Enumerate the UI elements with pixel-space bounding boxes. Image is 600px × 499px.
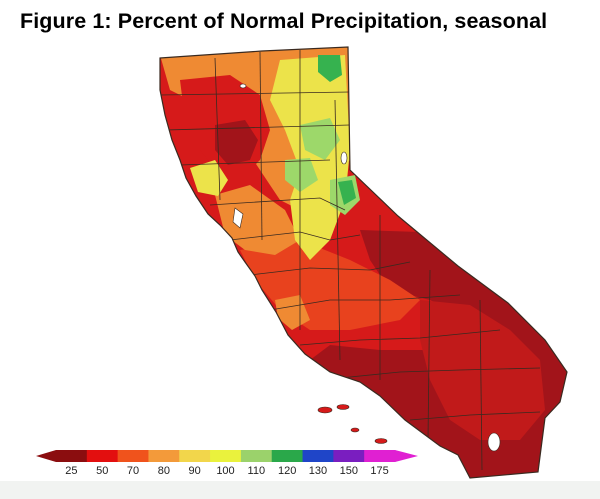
zone-light-green-2: [285, 158, 318, 192]
legend-label-90: 90: [189, 465, 201, 477]
sf-bay: [232, 207, 244, 229]
legend-swatch-10: [333, 450, 365, 462]
salton-sea: [487, 432, 501, 452]
legend-label-175: 175: [370, 465, 388, 477]
island-1: [317, 406, 333, 414]
zone-yellow-coast: [190, 160, 228, 196]
county-borders: [160, 50, 541, 471]
state-outline: [159, 46, 568, 479]
legend-swatch-9: [302, 450, 334, 462]
lake-tahoe: [340, 151, 348, 165]
figure-title: Figure 1: Percent of Normal Precipitatio…: [20, 9, 548, 33]
legend-label-130: 130: [309, 465, 327, 477]
legend-color-bar: [56, 450, 396, 462]
legend-label-80: 80: [158, 465, 170, 477]
zone-green-north: [318, 55, 342, 82]
legend-label-120: 120: [278, 465, 296, 477]
zone-dark-red-northwest: [215, 120, 258, 165]
legend-left-arrow: [36, 450, 56, 462]
legend-label-25: 25: [65, 465, 77, 477]
clear-lake: [239, 83, 247, 89]
island-3: [350, 427, 360, 433]
island-4: [374, 438, 388, 444]
legend-right-arrow: [395, 450, 418, 462]
legend-swatch-5: [179, 450, 211, 462]
legend-label-70: 70: [127, 465, 139, 477]
zone-orange-central-coast: [275, 295, 310, 330]
legend-label-100: 100: [216, 465, 234, 477]
legend-label-50: 50: [96, 465, 108, 477]
bottom-strip: [0, 481, 600, 499]
island-2: [336, 404, 350, 410]
legend-labels: 25 50 70 80 90 100 110 120 130 150 175: [65, 465, 388, 477]
legend-swatch-4: [148, 450, 180, 462]
lakes: [232, 83, 501, 452]
legend-swatch-6: [210, 450, 242, 462]
legend-swatch-3: [117, 450, 149, 462]
zone-yellow-sierra: [270, 55, 350, 260]
legend-label-110: 110: [248, 465, 266, 477]
legend-swatch-7: [240, 450, 273, 462]
legend-swatch-1: [56, 450, 88, 462]
legend-swatch-8: [271, 450, 304, 462]
legend-label-150: 150: [340, 465, 358, 477]
zone-light-green-1: [300, 118, 340, 160]
legend-swatch-2: [86, 450, 119, 462]
legend-swatch-11: [364, 450, 396, 462]
zone-orange-bay: [215, 185, 300, 255]
zone-green-sierra: [338, 180, 356, 205]
